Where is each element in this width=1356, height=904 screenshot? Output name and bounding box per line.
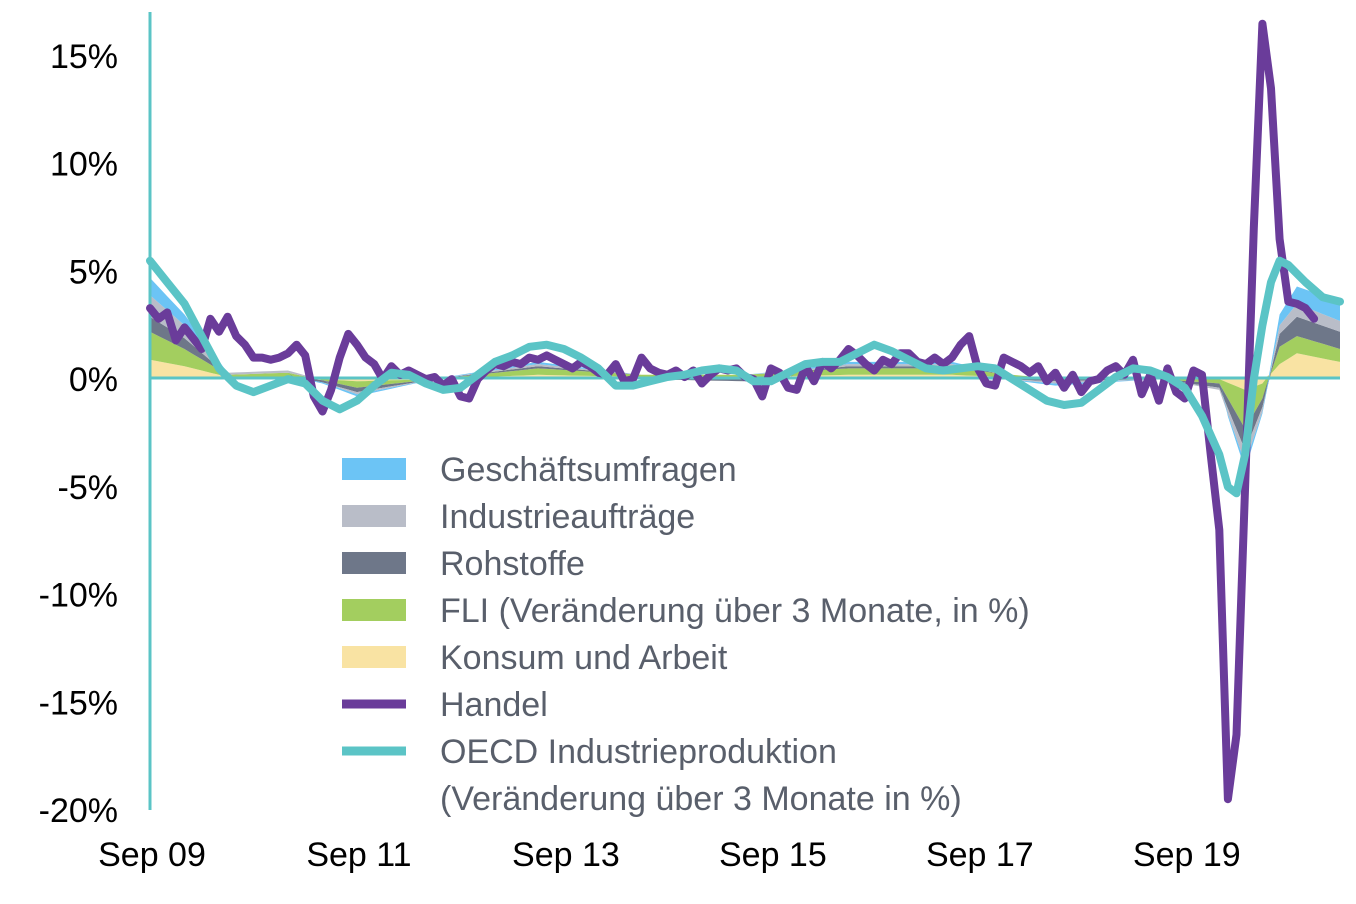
y-tick-label: 10% <box>50 146 118 184</box>
legend-label: Konsum und Arbeit <box>440 639 728 677</box>
y-tick-label: -10% <box>39 577 118 615</box>
x-tick-label: Sep 17 <box>926 836 1034 874</box>
axes <box>148 12 1340 810</box>
legend-label: Geschäftsumfragen <box>440 451 737 489</box>
legend-swatch <box>342 646 406 668</box>
legend-label: Handel <box>440 686 548 724</box>
x-tick-label: Sep 11 <box>306 836 411 874</box>
legend-swatch <box>342 505 406 527</box>
legend-label: Rohstoffe <box>440 545 585 583</box>
legend-label: OECD Industrieproduktion <box>440 733 837 771</box>
legend-label: FLI (Veränderung über 3 Monate, in %) <box>440 592 1030 630</box>
y-tick-label: 5% <box>69 253 118 291</box>
legend-swatch <box>342 599 406 621</box>
legend-label: (Veränderung über 3 Monate in %) <box>440 780 962 818</box>
legend-swatch <box>342 552 406 574</box>
y-tick-label: 0% <box>69 361 118 399</box>
line-series <box>146 19 1344 804</box>
x-tick-labels: Sep 09 Sep 11 Sep 13 Sep 15 Sep 17 Sep 19 <box>98 836 1241 874</box>
line-series-1 <box>146 256 1344 498</box>
line-series-0 <box>146 19 1319 804</box>
x-tick-label: Sep 15 <box>719 836 827 874</box>
x-tick-label: Sep 09 <box>98 836 206 874</box>
legend: Geschäftsumfragen Industrieaufträge Rohsto… <box>342 451 1030 818</box>
x-tick-label: Sep 13 <box>512 836 620 874</box>
x-tick-label: Sep 19 <box>1133 836 1241 874</box>
y-tick-label: 15% <box>50 38 118 76</box>
y-tick-labels: 15% 10% 5% 0% -5% -10% -15% -20% <box>39 38 118 830</box>
legend-swatch <box>342 458 406 480</box>
y-tick-label: -15% <box>39 684 118 722</box>
y-tick-label: -20% <box>39 792 118 830</box>
y-tick-label: -5% <box>58 469 118 507</box>
legend-label: Industrieaufträge <box>440 498 695 536</box>
